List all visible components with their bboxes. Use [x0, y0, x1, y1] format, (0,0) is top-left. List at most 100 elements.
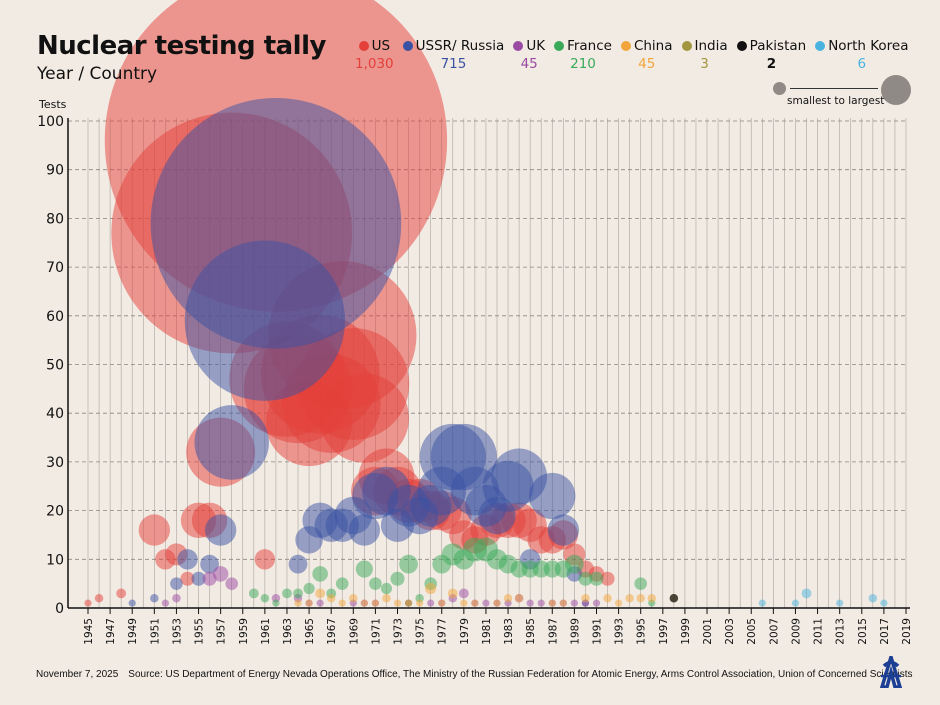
bubble-ussr-russia	[194, 405, 269, 480]
x-tick-label: 2003	[724, 618, 736, 645]
x-tick-label: 2013	[835, 618, 847, 645]
legend-label: Pakistan	[749, 38, 807, 54]
bubble-ussr-russia	[200, 554, 219, 574]
legend-total: 45	[520, 56, 538, 72]
bubble-us	[84, 599, 92, 607]
bubble-us	[138, 514, 170, 546]
y-tick-label: 0	[55, 601, 64, 617]
bubble-us	[600, 571, 615, 586]
bubble-uk	[212, 566, 229, 582]
bubble-france	[355, 560, 373, 578]
legend-dot-north-korea	[815, 41, 826, 51]
legend-label: USSR/ Russia	[415, 38, 505, 54]
y-tick-label: 50	[46, 358, 64, 374]
x-tick-label: 1953	[171, 618, 183, 645]
bubble-france	[248, 588, 259, 599]
bubble-uk	[427, 599, 435, 607]
bubble-china	[636, 594, 645, 603]
x-tick-label: 1959	[238, 618, 250, 645]
bubble-us	[319, 373, 410, 463]
x-tick-label: 1985	[525, 618, 537, 645]
bubble-china	[447, 588, 458, 599]
double-arrow-icon	[790, 88, 878, 89]
bubble-ussr-russia	[150, 97, 402, 349]
bubble-uk	[225, 577, 239, 590]
x-tick-label: 1975	[415, 618, 427, 645]
bubble-china	[493, 599, 501, 607]
bubble-north-korea	[880, 599, 888, 607]
bubble-france	[565, 554, 584, 574]
bubble-france	[272, 599, 280, 607]
bubble-china	[338, 599, 346, 607]
legend-total: 6	[857, 56, 867, 72]
bubble-china	[393, 599, 402, 607]
bubble-india	[404, 599, 413, 607]
bubble-uk	[172, 594, 181, 603]
y-tick-label: 100	[37, 114, 64, 130]
x-tick-label: 2009	[790, 618, 802, 645]
bubble-ussr-russia	[204, 514, 237, 546]
legend-total: 45	[638, 56, 656, 72]
y-tick-label: 30	[46, 455, 64, 471]
bubble-france	[634, 577, 648, 590]
bubble-china	[294, 599, 302, 607]
bubble-france	[335, 577, 349, 590]
y-tick-label: 10	[46, 552, 64, 568]
legend-item-north-korea: North Korea 6	[815, 38, 909, 72]
bubble-china	[581, 594, 590, 603]
x-tick-label: 1989	[569, 618, 581, 645]
y-tick-label: 80	[46, 211, 64, 227]
bubble-china	[349, 594, 358, 603]
bubble-uk	[482, 599, 490, 607]
bubble-china	[548, 599, 556, 607]
legend-dot-ussr	[402, 41, 413, 51]
bubble-china	[326, 594, 336, 603]
y-tick-label: 40	[46, 406, 64, 422]
legend-dot-uk	[513, 41, 524, 51]
x-tick-label: 1981	[481, 618, 493, 645]
legend-item-china: China 45	[620, 38, 673, 72]
bubble-uk	[526, 599, 534, 607]
legend-item-uk: UK 45	[513, 38, 545, 72]
bubble-china	[647, 594, 657, 603]
bubble-china	[315, 588, 326, 599]
bubble-north-korea	[836, 599, 844, 607]
bubble-north-korea	[758, 599, 766, 607]
legend-label: US	[371, 38, 391, 54]
bubble-france	[312, 566, 328, 582]
x-tick-label: 1991	[591, 618, 603, 645]
chart-subtitle: Year / Country	[37, 64, 158, 84]
y-axis-label: Tests	[38, 98, 67, 111]
bubble-uk	[592, 599, 601, 607]
bubble-china	[371, 599, 380, 607]
bubble-china	[603, 594, 612, 603]
x-tick-label: 1977	[437, 618, 449, 645]
y-tick-label: 90	[46, 163, 64, 179]
bubble-us	[94, 594, 104, 603]
bubble-uk	[316, 599, 324, 607]
x-tick-label: 1951	[149, 618, 161, 645]
bubble-uk	[537, 599, 545, 607]
bubble-china	[614, 599, 623, 607]
legend-label: China	[633, 38, 673, 54]
x-tick-label: 1993	[614, 618, 626, 645]
x-tick-label: 2001	[702, 618, 714, 645]
y-tick-label: 60	[46, 309, 64, 325]
legend-total: 3	[700, 56, 709, 72]
x-tick-label: 1967	[326, 618, 338, 645]
legend-label: France	[567, 38, 612, 54]
bubble-north-korea	[791, 599, 800, 607]
bubble-china	[425, 582, 437, 595]
x-tick-label: 1965	[304, 618, 316, 645]
footer-source: Source: US Department of Energy Nevada O…	[128, 669, 913, 680]
bubble-ussr-russia	[529, 472, 576, 520]
bubble-uk	[570, 599, 578, 607]
bubble-ussr-russia	[177, 549, 198, 570]
legend-item-us: US 1,030	[355, 38, 394, 72]
bubble-us	[254, 549, 276, 570]
large-bubble-icon	[881, 75, 911, 105]
x-tick-label: 2019	[901, 618, 913, 645]
bubble-ussr-russia	[150, 594, 159, 603]
bubble-china	[625, 594, 634, 603]
